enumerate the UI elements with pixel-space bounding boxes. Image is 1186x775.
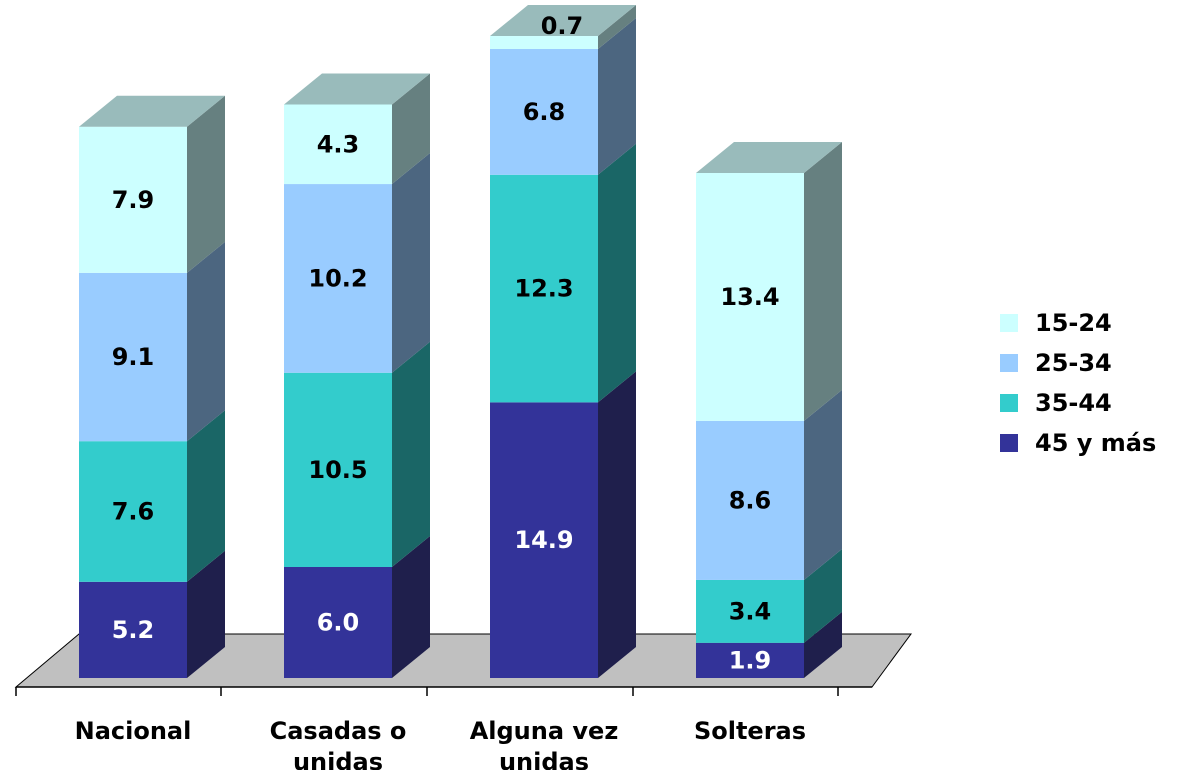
- legend-item: 15-24: [1000, 309, 1112, 337]
- bar-segment-front: [696, 579, 804, 643]
- bar-value-label: 14.9: [514, 526, 573, 554]
- bar-segment-front: [79, 581, 187, 678]
- bar-value-label: 1.9: [729, 646, 772, 674]
- bar-segment-side: [392, 73, 430, 185]
- legend-label: 15-24: [1035, 309, 1112, 337]
- bar-value-label: 8.6: [729, 486, 772, 514]
- legend-swatch: [1000, 434, 1018, 452]
- bar-segment-side: [392, 153, 430, 373]
- bar-value-label: 7.6: [112, 498, 155, 526]
- bar-value-label: 10.2: [308, 264, 367, 292]
- x-tick-label: Nacional: [75, 717, 192, 745]
- legend-item: 45 y más: [1000, 429, 1156, 457]
- bar-segment-side: [598, 5, 636, 50]
- bar-segment-front: [696, 420, 804, 580]
- bar-value-label: 5.2: [112, 616, 155, 644]
- bar-segment-side: [804, 141, 842, 421]
- bar-segment-side: [804, 548, 842, 643]
- bar-segment-front: [490, 174, 598, 403]
- bar-value-label: 7.9: [112, 186, 155, 214]
- bar-segment-front: [79, 272, 187, 442]
- legend-label: 25-34: [1035, 349, 1112, 377]
- bar-value-label: 13.4: [720, 283, 779, 311]
- bar-segment-side: [187, 95, 225, 273]
- bar-top-face: [490, 5, 636, 37]
- x-tick-label: unidas: [293, 748, 383, 770]
- bar-top-face: [696, 141, 842, 173]
- legend-label: 45 y más: [1035, 429, 1156, 457]
- x-tick-label: Alguna vez: [470, 717, 619, 745]
- legend-swatch: [1000, 394, 1018, 412]
- bar-value-label: 6.0: [317, 609, 360, 637]
- bar-segment-side: [187, 241, 225, 442]
- bars-layer: [79, 5, 842, 678]
- bar-segment-front: [284, 104, 392, 185]
- bar-segment-front: [490, 36, 598, 49]
- bar-segment-front: [79, 441, 187, 582]
- bar-segment-front: [490, 402, 598, 678]
- bar-value-label: 6.8: [523, 98, 566, 126]
- legend-item: 25-34: [1000, 349, 1112, 377]
- x-tick-label: Casadas o: [270, 717, 407, 745]
- bar-top-face: [284, 73, 430, 105]
- legend-swatch: [1000, 354, 1018, 372]
- bar-segment-front: [79, 126, 187, 273]
- x-axis-layer: Nacional Casadas o unidas Alguna vez unidas S…: [15, 686, 872, 775]
- legend: 15-24 25-34 35-44 45 y más: [1000, 309, 1156, 457]
- bar-value-label: 0.7: [541, 12, 584, 40]
- bar-segment-side: [598, 18, 636, 175]
- x-tick-label: unidas: [499, 748, 589, 770]
- bar-segment-front: [490, 49, 598, 175]
- bar-value-label: 9.1: [112, 343, 155, 371]
- bar-segment-front: [284, 372, 392, 567]
- legend-swatch: [1000, 314, 1018, 332]
- bar-segment-side: [187, 410, 225, 582]
- legend-item: 35-44: [1000, 389, 1112, 417]
- bar-value-label: 3.4: [729, 597, 772, 625]
- bar-value-label: 12.3: [514, 275, 573, 303]
- legend-label: 35-44: [1035, 389, 1112, 417]
- bar-segment-side: [598, 371, 636, 678]
- value-labels-layer: 5.2 7.6 9.1 7.9 6.0 10.5 10.2 4.3 14.9 12.3 6.8 0.7…: [112, 12, 780, 674]
- bar-segment-front: [696, 172, 804, 421]
- bar-segment-side: [804, 389, 842, 580]
- bar-segment-side: [392, 341, 430, 567]
- bar-segment-side: [804, 611, 842, 678]
- bar-segment-side: [187, 550, 225, 678]
- bar-segment-side: [392, 536, 430, 678]
- bar-segment-front: [284, 184, 392, 373]
- bar-segment-side: [598, 143, 636, 403]
- bar-value-label: 4.3: [317, 130, 360, 158]
- bar-segment-front: [696, 642, 804, 678]
- bar-value-label: 10.5: [308, 456, 367, 484]
- x-tick-label: Solteras: [694, 717, 806, 745]
- bar-top-face: [79, 95, 225, 127]
- bar-segment-front: [284, 567, 392, 678]
